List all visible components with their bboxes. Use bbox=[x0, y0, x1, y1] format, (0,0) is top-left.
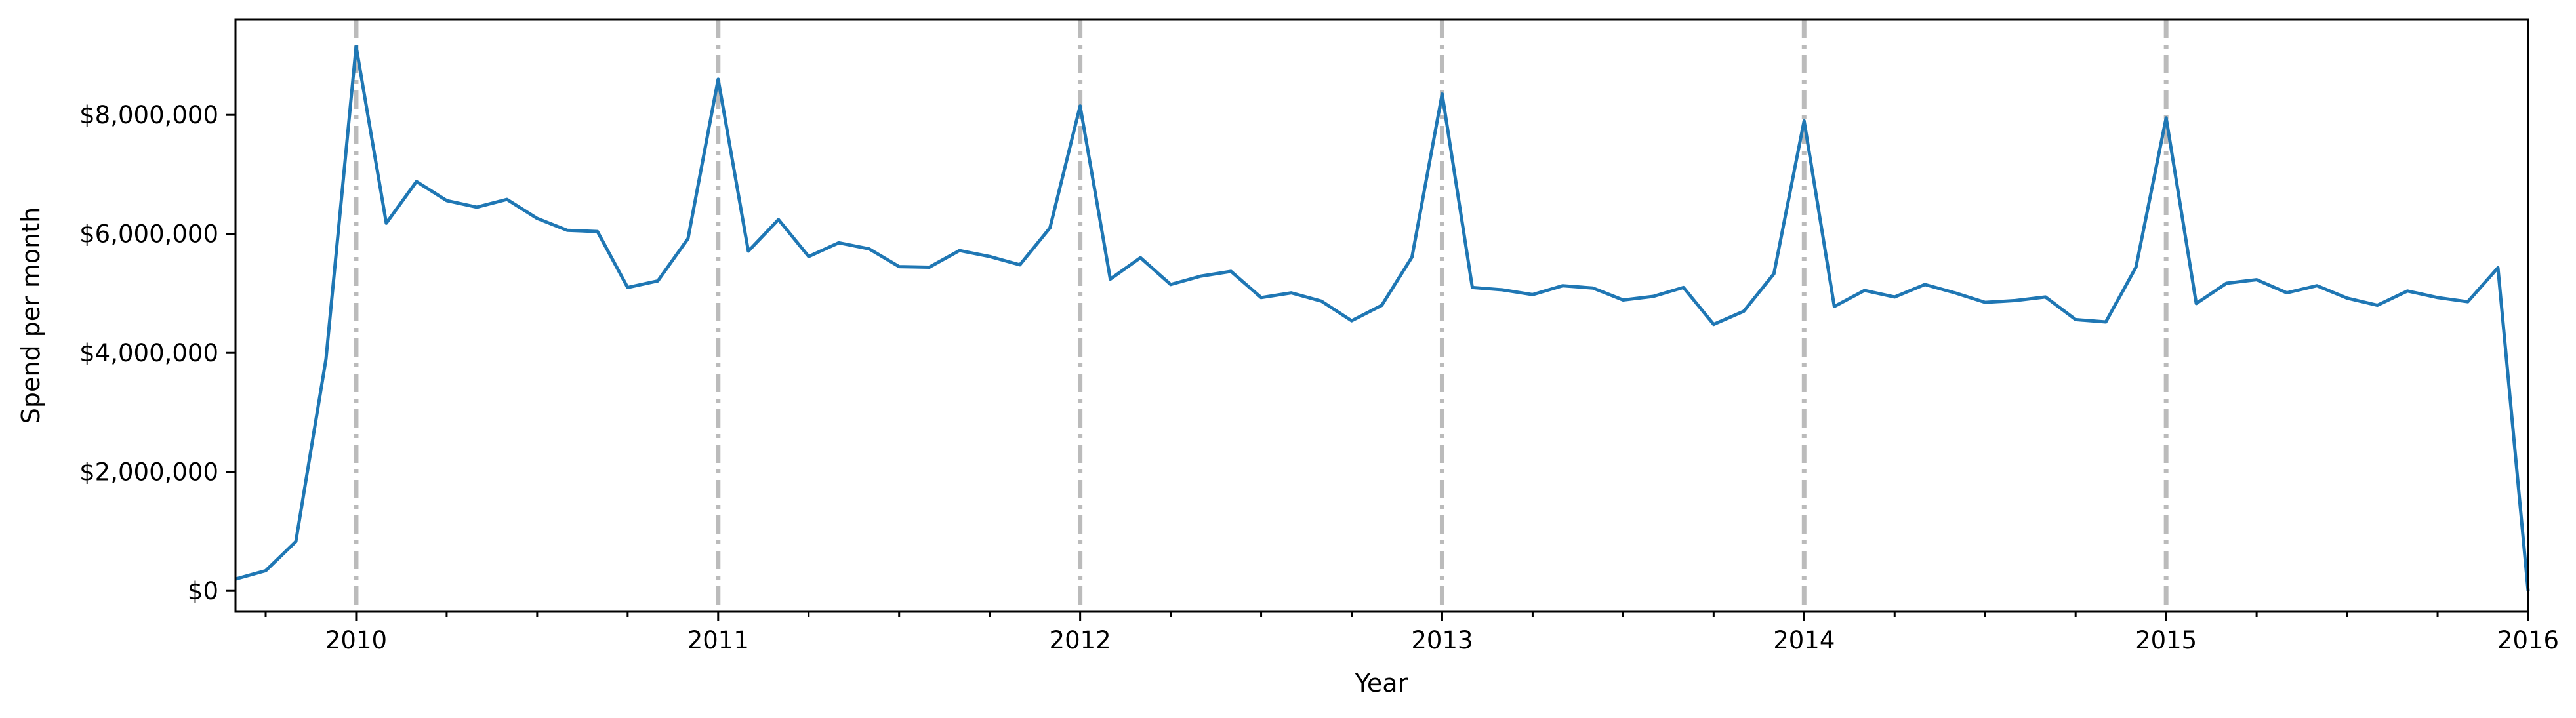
y-axis-title: Spend per month bbox=[16, 207, 45, 424]
x-tick-label: 2010 bbox=[325, 626, 387, 654]
y-tick-label: $4,000,000 bbox=[79, 339, 218, 367]
x-tick-label: 2013 bbox=[1411, 626, 1473, 654]
x-tick-label: 2012 bbox=[1050, 626, 1111, 654]
y-tick-label: $2,000,000 bbox=[79, 458, 218, 487]
x-tick-label: 2016 bbox=[2497, 626, 2559, 654]
y-tick-label: $0 bbox=[188, 577, 218, 605]
y-axis: $0 $2,000,000 $4,000,000 $6,000,000 $8,000,0… bbox=[79, 101, 235, 605]
year-markers bbox=[354, 20, 2169, 612]
y-tick-label: $8,000,000 bbox=[79, 101, 218, 129]
y-tick-label: $6,000,000 bbox=[79, 220, 218, 249]
x-tick-label: 2015 bbox=[2135, 626, 2197, 654]
series-line bbox=[235, 45, 2530, 591]
x-tick-label: 2011 bbox=[687, 626, 749, 654]
plot-frame bbox=[234, 18, 2529, 613]
x-tick-label: 2014 bbox=[1773, 626, 1835, 654]
x-axis-title: Year bbox=[1355, 669, 1408, 698]
x-axis: 2010 2011 2012 2013 2014 2015 2016 bbox=[264, 612, 2559, 654]
